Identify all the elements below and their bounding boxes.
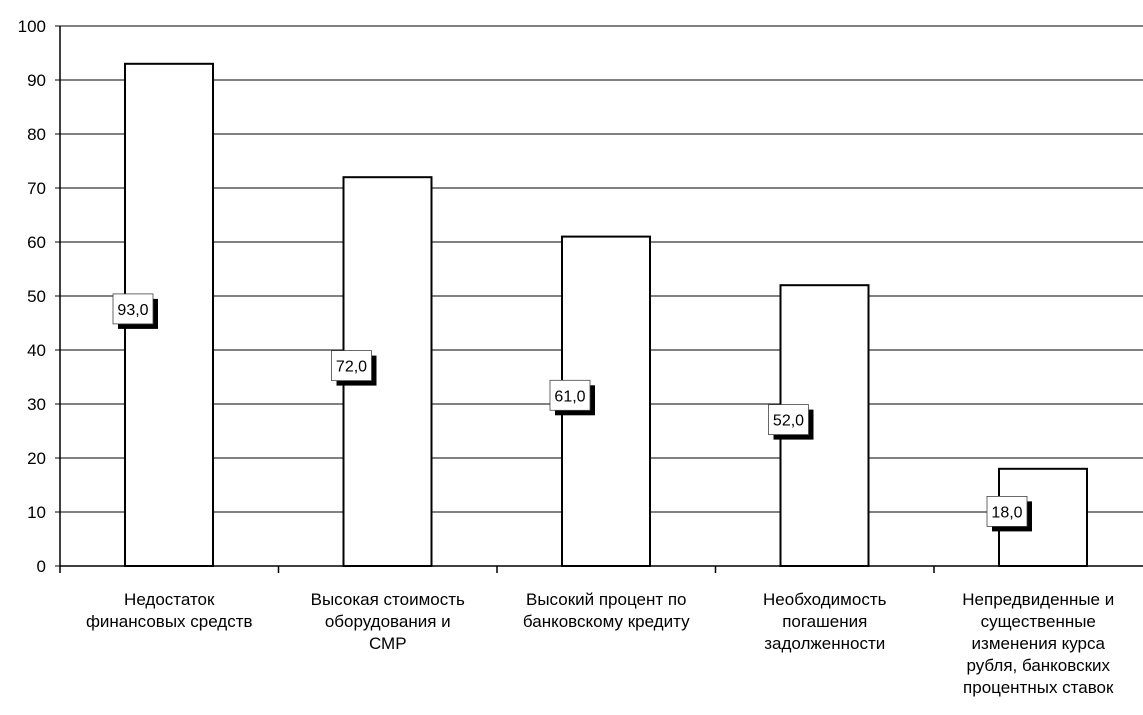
x-category-label-line: Необходимость	[763, 590, 887, 609]
bars	[124, 62, 1088, 568]
data-label-text: 18,0	[991, 504, 1022, 521]
x-category-label-line: оборудования и	[325, 612, 451, 631]
data-label-box	[986, 495, 1028, 527]
y-tick-label: 80	[27, 125, 46, 144]
x-category-label-line: Непредвиденные и	[962, 590, 1114, 609]
y-tick-label: 70	[27, 179, 46, 198]
x-category-label-line: Высокая стоимость	[311, 590, 465, 609]
y-tick-label: 20	[27, 449, 46, 468]
bar	[779, 284, 870, 567]
x-category-label-line: банковскому кредиту	[523, 612, 690, 631]
data-label-text: 61,0	[554, 388, 585, 405]
y-tick-label: 90	[27, 71, 46, 90]
x-category-label-line: Недостаток	[124, 590, 215, 609]
x-category-label: Необходимость погашения задолженности	[763, 590, 887, 653]
y-tick-label: 50	[27, 287, 46, 306]
data-label-box	[112, 293, 154, 325]
data-label: 72,0	[331, 350, 377, 386]
data-label-text: 72,0	[336, 359, 367, 376]
data-label: 18,0	[986, 495, 1032, 532]
x-category-label: Высокий процент по банковскому кредиту	[523, 590, 690, 631]
y-tick-label: 40	[27, 341, 46, 360]
data-label-box	[331, 350, 372, 382]
y-tick-label: 100	[18, 17, 46, 36]
data-label: 52,0	[768, 404, 814, 440]
data-label-text: 52,0	[773, 413, 804, 430]
x-axis-ticks	[59, 566, 935, 573]
x-category-label-line: СМР	[369, 634, 407, 653]
x-category-label-line: существенные	[981, 612, 1096, 631]
y-axis-ticks: 0 10 20 30 40 50 60 70 80 90 100	[18, 17, 60, 576]
x-category-label: Непредвиденные и существенные изменения ку…	[962, 590, 1114, 697]
x-category-label-line: изменения курса	[972, 634, 1106, 653]
y-tick-label: 60	[27, 233, 46, 252]
x-category-label-line: Высокий процент по	[526, 590, 687, 609]
data-label-text: 93,0	[117, 302, 148, 319]
data-label-box	[768, 404, 809, 436]
y-tick-label: 30	[27, 395, 46, 414]
data-label: 61,0	[549, 379, 595, 416]
x-category-label-line: рубля, банковских	[966, 656, 1110, 675]
x-category-label: Высокая стоимость оборудования и СМР	[311, 590, 465, 653]
x-category-label-line: процентных ставок	[963, 678, 1114, 697]
y-tick-label: 0	[37, 557, 46, 576]
x-category-label-line: финансовых средств	[86, 612, 253, 631]
x-category-label: Недостаток финансовых средств	[86, 590, 253, 631]
data-label: 93,0	[112, 293, 158, 329]
x-axis-labels: Недостаток финансовых средств Высокая стои…	[86, 590, 1114, 697]
y-tick-label: 10	[27, 503, 46, 522]
x-category-label-line: погашения	[782, 612, 867, 631]
data-label-box	[549, 379, 591, 411]
data-labels: 93,0 72,0 61,0 52,0 18,0	[112, 293, 1032, 532]
x-category-label-line: задолженности	[764, 634, 885, 653]
